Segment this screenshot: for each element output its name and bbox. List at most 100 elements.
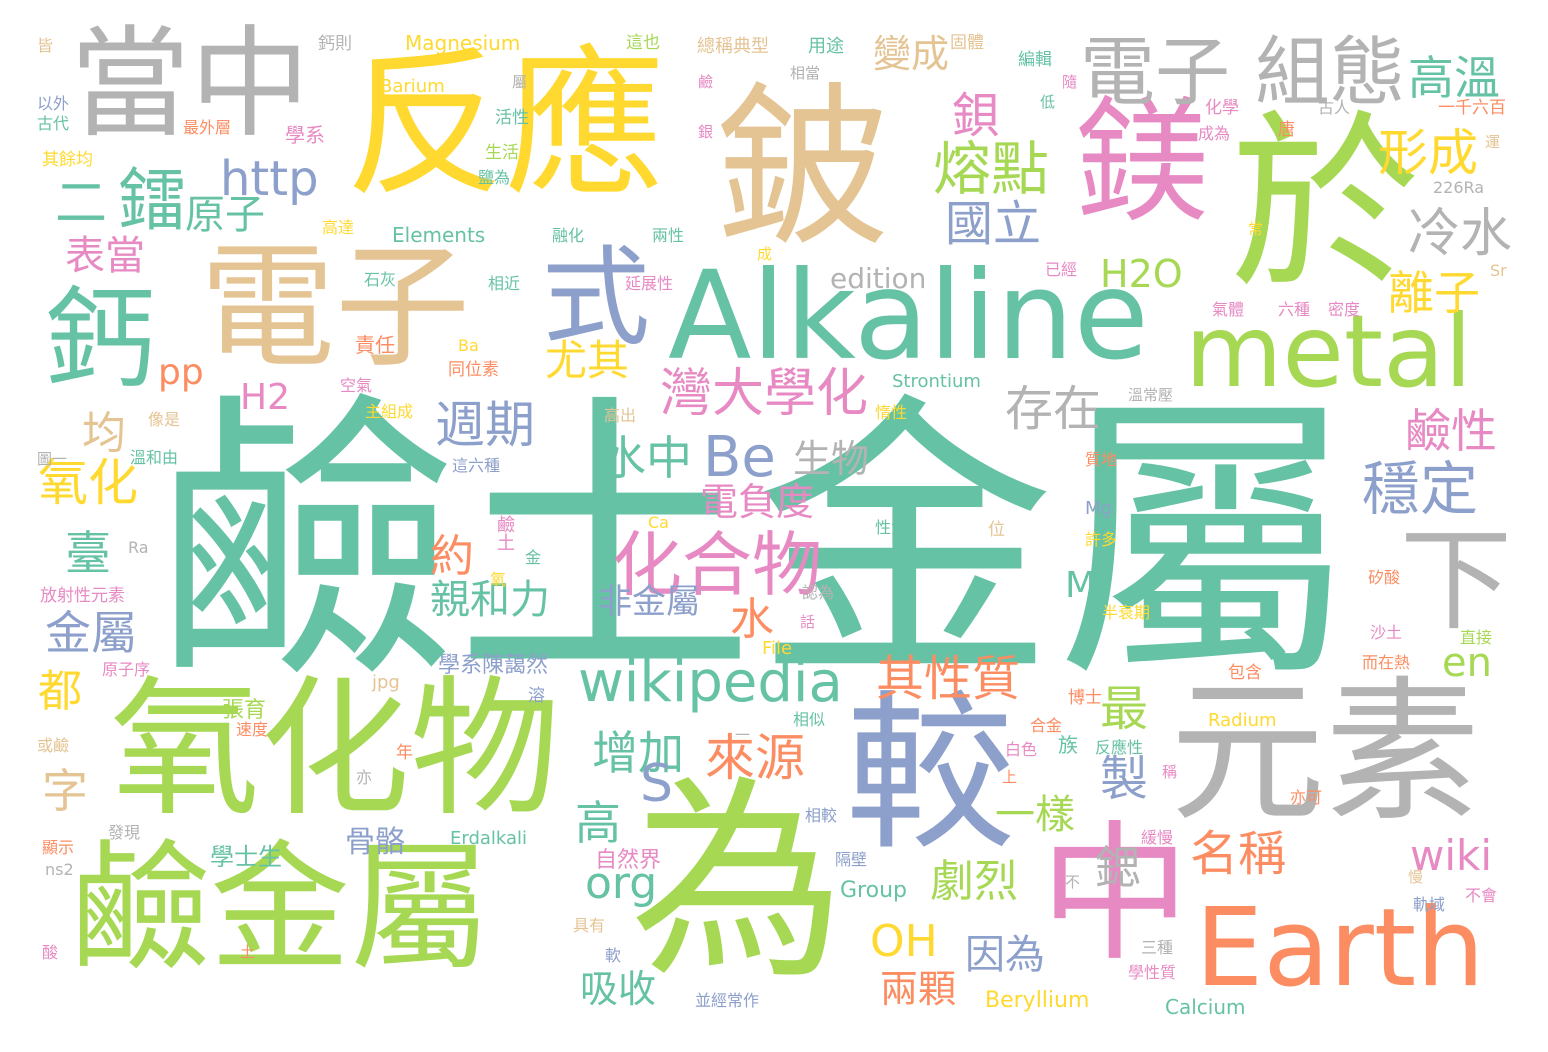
cloud-word: Earth	[1195, 886, 1485, 1011]
cloud-word: 高出	[604, 406, 637, 425]
cloud-word: 顯示	[42, 838, 75, 857]
cloud-word: 軟	[605, 946, 622, 965]
cloud-word: 一	[735, 726, 751, 744]
cloud-word: Magnesium	[405, 31, 521, 55]
cloud-word: 並經常作	[695, 991, 760, 1010]
cloud-word: 元素	[1170, 662, 1480, 843]
cloud-word: 緩慢	[1141, 828, 1174, 847]
cloud-word: 相近	[488, 274, 521, 293]
cloud-word: 融化	[552, 226, 585, 245]
cloud-word: 編輯	[1018, 50, 1052, 70]
cloud-word: 石灰	[364, 270, 397, 289]
cloud-word: 中	[1040, 808, 1191, 982]
cloud-word: 學系陳藹然	[438, 653, 549, 678]
cloud-word: Elements	[392, 223, 486, 247]
cloud-word: 最外層	[183, 118, 232, 137]
cloud-word: 亦可	[1290, 788, 1323, 807]
cloud-word: 兩顆	[880, 967, 957, 1011]
cloud-word: 水中	[600, 431, 692, 485]
cloud-word: 臺	[65, 526, 111, 580]
cloud-word: 一樣	[995, 792, 1075, 838]
cloud-word: 於	[1230, 94, 1421, 315]
cloud-word: 生物	[793, 437, 870, 481]
cloud-word: 認為	[802, 583, 835, 602]
cloud-word: 放射性元素	[40, 586, 125, 606]
cloud-word: 氧	[490, 570, 507, 589]
cloud-word: 同位素	[448, 360, 499, 380]
cloud-word: 活性	[495, 108, 529, 128]
cloud-word: 土	[240, 943, 256, 961]
cloud-word: 吸收	[580, 967, 657, 1011]
cloud-word: 非金屬	[598, 582, 700, 622]
cloud-word: 灣大學化	[660, 364, 869, 424]
cloud-word: 表當	[65, 233, 145, 279]
cloud-word: 鋇	[952, 88, 1001, 144]
cloud-word: Radium	[1208, 710, 1277, 731]
cloud-word: 而在熱	[1362, 653, 1411, 672]
cloud-word: 鈹	[715, 68, 890, 271]
cloud-word: pp	[158, 352, 204, 393]
cloud-word: 空氣	[340, 376, 373, 395]
cloud-word: 存在	[1005, 381, 1102, 437]
cloud-word: 學系	[285, 123, 325, 147]
cloud-word: 具有	[573, 916, 606, 935]
cloud-word: 氧化	[38, 454, 138, 512]
cloud-word: http	[220, 151, 319, 207]
cloud-word: 氧化物	[110, 663, 561, 837]
cloud-word: wikipedia	[578, 650, 843, 715]
cloud-word: ns2	[45, 860, 74, 879]
cloud-word: 主組成	[365, 402, 414, 421]
cloud-word: jpg	[372, 672, 400, 693]
cloud-word: 軌域	[1413, 895, 1446, 914]
cloud-word: 226Ra	[1433, 178, 1485, 197]
cloud-word: File	[762, 638, 793, 659]
cloud-word: 屬	[512, 73, 528, 91]
cloud-word: 密度	[1328, 300, 1361, 319]
cloud-word: 延展性	[625, 274, 674, 293]
cloud-word: 用途	[808, 36, 844, 57]
cloud-word: 名稱	[1190, 826, 1287, 882]
cloud-word: 矽酸	[1368, 568, 1401, 587]
cloud-word: M	[1065, 565, 1097, 606]
cloud-word: Sr	[1490, 261, 1507, 280]
cloud-word: Beryllium	[985, 988, 1090, 1013]
cloud-word: 高溫	[1408, 51, 1500, 105]
cloud-word: 古代	[37, 114, 70, 133]
cloud-word: 博士	[1068, 688, 1102, 708]
cloud-word: 製	[1100, 751, 1149, 807]
cloud-word: 其性質	[876, 651, 1021, 707]
cloud-word: 像是	[148, 410, 181, 429]
cloud-word: OH	[870, 916, 938, 967]
cloud-word: 相較	[805, 806, 838, 825]
cloud-word: metal	[1185, 293, 1473, 410]
cloud-word: 合金	[1030, 716, 1063, 735]
cloud-word: 反應	[345, 31, 666, 218]
cloud-word: Ra	[128, 538, 149, 557]
cloud-word: 學士生	[210, 843, 282, 871]
cloud-word: 親和力	[430, 577, 550, 623]
cloud-word: 張育	[222, 698, 267, 723]
cloud-word: 包含	[1228, 663, 1262, 683]
cloud-word: 形成	[1378, 124, 1478, 182]
cloud-word: 古人	[1318, 98, 1351, 117]
cloud-word: 均	[82, 408, 126, 459]
cloud-word: Ba	[458, 336, 479, 355]
cloud-word: 白色	[1005, 740, 1038, 759]
cloud-word: 自然界	[595, 848, 662, 873]
cloud-word: 相似	[793, 710, 826, 729]
cloud-word: 成為	[1198, 124, 1231, 143]
cloud-word: 族	[1058, 733, 1078, 757]
cloud-word: Strontium	[892, 371, 981, 392]
cloud-word: 常	[1248, 220, 1264, 238]
cloud-word: 溫和由	[130, 448, 179, 467]
cloud-word: 鈣	[45, 276, 155, 404]
cloud-word: 速度	[236, 720, 269, 739]
cloud-word: 六種	[1278, 300, 1311, 319]
cloud-word: 最	[1100, 681, 1149, 737]
cloud-word: 鈣則	[318, 34, 352, 54]
cloud-word: H2O	[1100, 252, 1183, 296]
cloud-word: 低	[1040, 93, 1056, 111]
cloud-word: 這六種	[452, 456, 501, 475]
cloud-word: 離子	[1388, 266, 1480, 320]
cloud-word: 來源	[705, 729, 805, 787]
